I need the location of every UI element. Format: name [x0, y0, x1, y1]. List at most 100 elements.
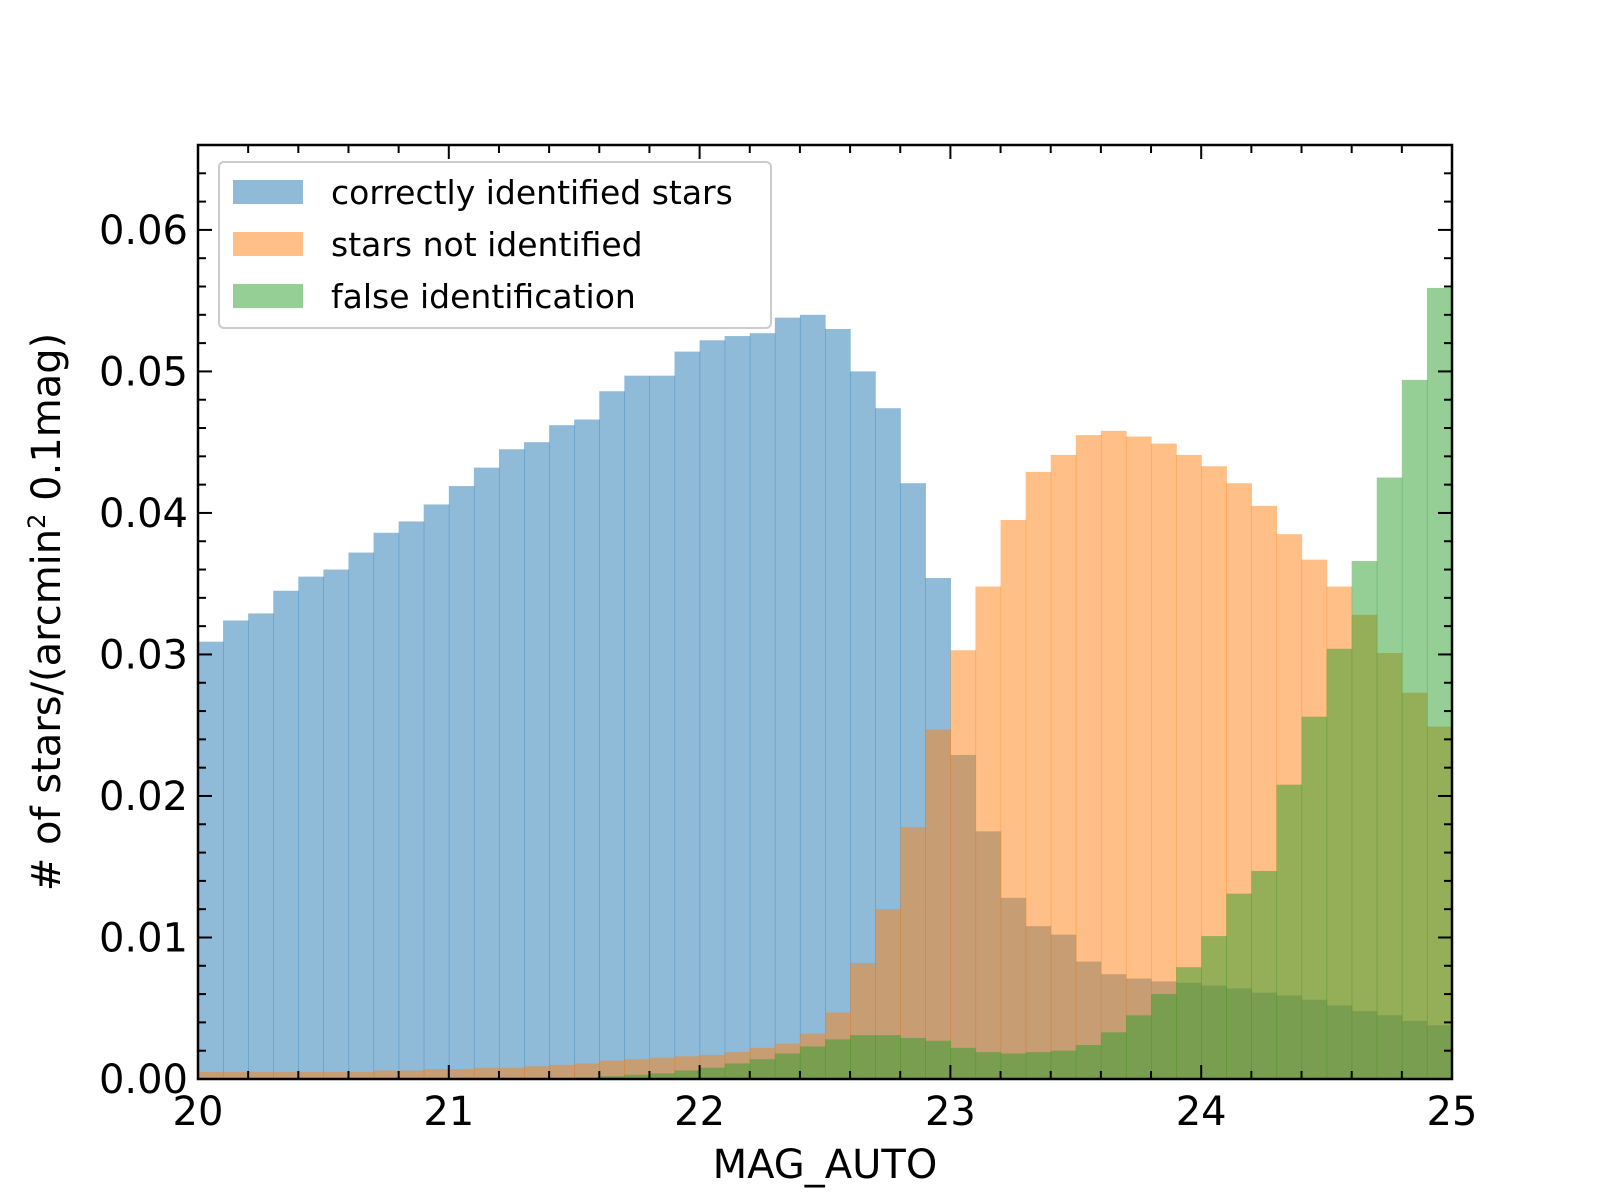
histogram-bar — [599, 391, 625, 1080]
histogram-bar — [298, 1071, 324, 1079]
histogram-bar — [473, 467, 500, 1079]
histogram-bar — [1251, 870, 1278, 1079]
histogram-bar — [1151, 994, 1177, 1079]
histogram-bar — [649, 375, 676, 1080]
histogram-bar — [448, 1069, 475, 1079]
histogram-bar — [1000, 1053, 1027, 1079]
histogram-bar — [273, 1071, 299, 1079]
histogram-bar — [1176, 967, 1202, 1079]
histogram-bar — [925, 1040, 951, 1079]
histogram-bar — [198, 1071, 224, 1079]
y-tick-label: 0.06 — [99, 208, 188, 254]
plot-frame — [196, 143, 1454, 1081]
histogram-bar — [524, 442, 550, 1079]
histogram-bar — [900, 827, 926, 1079]
histogram-bar — [298, 576, 324, 1079]
histogram-bar — [348, 552, 375, 1079]
histogram-bar — [1075, 435, 1102, 1079]
histogram-bar — [1050, 454, 1077, 1079]
histogram-bar — [599, 1076, 625, 1079]
histogram-bar — [574, 1063, 600, 1079]
histogram-bar — [674, 1070, 701, 1079]
x-tick-label: 21 — [423, 1089, 474, 1135]
histogram-bar — [448, 486, 475, 1079]
histogram-bar — [549, 1064, 575, 1079]
histogram-bar — [749, 333, 776, 1079]
tick-labels-layer: 20 21 22 23 24 25 0.00 0.01 0.02 0.03 0.04 0.05 0.06 — [99, 208, 1478, 1135]
histogram-bar — [1100, 1032, 1127, 1079]
x-axis-title: MAG_AUTO — [713, 1142, 938, 1188]
histogram-bar — [1226, 893, 1252, 1079]
histogram-bar — [699, 340, 726, 1080]
histogram-bar — [624, 1059, 651, 1079]
histogram-bar — [774, 1053, 801, 1079]
histogram-bar — [248, 1071, 274, 1079]
histogram-bar — [1100, 430, 1127, 1079]
histogram-bar — [223, 620, 249, 1079]
y-axis-title-tail: 0.1mag) — [24, 333, 70, 514]
histogram-bar — [624, 375, 651, 1080]
legend-swatch — [233, 180, 303, 204]
histogram-bar — [1201, 936, 1227, 1079]
ticks-layer — [197, 144, 1453, 1080]
y-axis-title: # of stars/(arcmin2 0.1mag) — [23, 333, 70, 892]
series-3-bars — [574, 287, 1453, 1079]
legend-swatch — [233, 284, 303, 308]
histogram-bar — [373, 1070, 400, 1079]
bars-layer — [198, 287, 1453, 1080]
y-axis-title-main: # of stars/(arcmin — [24, 529, 70, 891]
histogram-bar — [1000, 520, 1027, 1079]
histogram-bar — [1326, 648, 1353, 1079]
histogram-bar — [1075, 1045, 1102, 1079]
histogram-bar — [398, 1070, 425, 1079]
histogram-bar — [1025, 471, 1052, 1079]
histogram-bar — [423, 1069, 450, 1079]
histogram-bar — [624, 1074, 651, 1079]
histogram-bar — [599, 1060, 625, 1079]
legend-items: correctly identified stars stars not iden… — [233, 173, 733, 316]
x-tick-label: 23 — [925, 1089, 976, 1135]
histogram-bar — [799, 1046, 826, 1079]
histogram-bar — [574, 419, 600, 1079]
histogram-bar — [925, 729, 951, 1079]
legend-label: false identification — [331, 277, 636, 316]
x-tick-label: 22 — [674, 1089, 725, 1135]
histogram-bar — [1025, 1052, 1052, 1079]
histogram-bar — [198, 641, 224, 1079]
y-tick-label: 0.01 — [99, 915, 188, 961]
histogram-bar — [900, 1037, 926, 1079]
histogram-bar — [248, 613, 274, 1079]
y-tick-label: 0.04 — [99, 491, 188, 537]
x-tick-label: 25 — [1427, 1089, 1478, 1135]
x-tick-label: 24 — [1176, 1089, 1227, 1135]
histogram-bar — [1276, 784, 1303, 1079]
histogram-bar — [975, 586, 1002, 1079]
histogram-bar — [825, 1039, 851, 1079]
y-tick-label: 0.02 — [99, 774, 188, 820]
histogram-bar — [473, 1067, 500, 1079]
histogram-bar — [724, 336, 751, 1080]
histogram-bar — [850, 371, 876, 1079]
histogram-bar — [1351, 561, 1378, 1079]
histogram-bar — [950, 1047, 977, 1079]
histogram-bar — [398, 521, 425, 1079]
y-tick-label: 0.05 — [99, 349, 188, 395]
histogram-bar — [774, 317, 801, 1079]
histogram-bar — [875, 1035, 901, 1079]
histogram-bar — [749, 1059, 776, 1079]
histogram-bar — [498, 449, 525, 1079]
histogram-bar — [799, 314, 826, 1079]
legend-label: correctly identified stars — [331, 173, 733, 212]
legend-box — [218, 161, 772, 329]
histogram-bar — [524, 1066, 550, 1079]
histogram-bar — [1050, 1050, 1077, 1079]
legend-label: stars not identified — [331, 225, 643, 264]
y-tick-label: 0.00 — [99, 1057, 188, 1103]
histogram-bar — [975, 1052, 1002, 1079]
histogram-bar — [1151, 443, 1177, 1080]
histogram-bar — [1376, 477, 1403, 1079]
histogram-bar — [1301, 716, 1328, 1079]
histogram-bar — [825, 328, 851, 1079]
